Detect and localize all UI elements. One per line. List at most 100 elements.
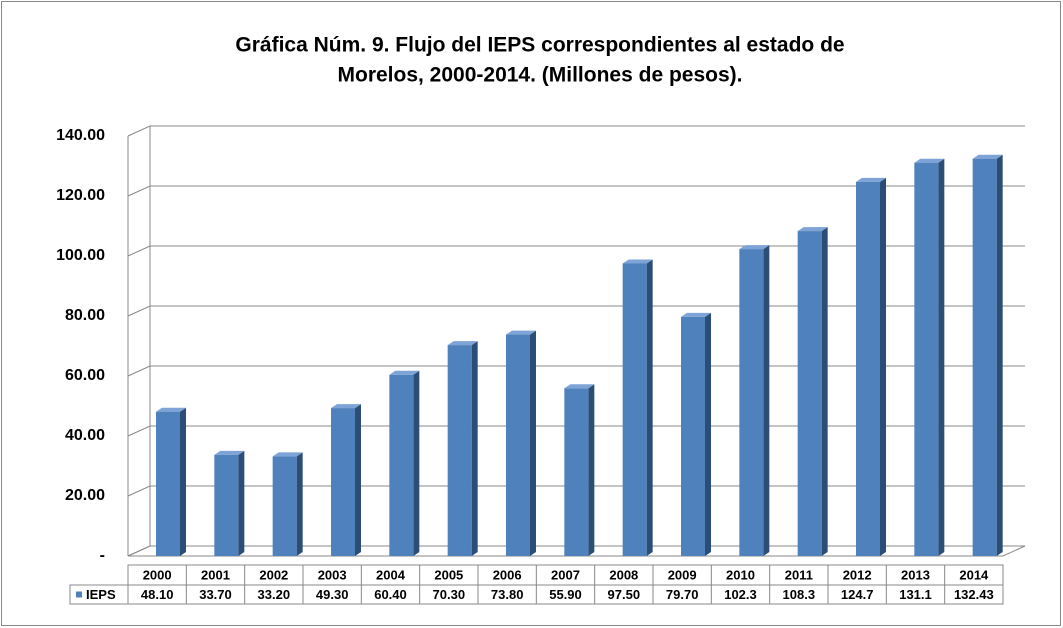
table-value: 131.1 [899,587,932,602]
bar-side [296,452,303,556]
table-value: 70.30 [433,587,466,602]
grid-line [127,185,1025,197]
bar [739,245,770,556]
y-tick-label: 60.00 [65,367,105,384]
bar-side [355,404,361,556]
bar-front [506,334,530,556]
bar-front [622,263,647,556]
y-tick-label: 140.00 [56,127,105,144]
bar [914,158,945,556]
bar [506,330,536,556]
x-tick-label: 2008 [609,567,638,582]
table-value: 102.3 [724,587,757,602]
bar-front [447,345,472,556]
table-value: 124.7 [841,587,874,602]
bar [681,312,711,556]
grid-line [127,365,1025,377]
bar-top [564,384,595,389]
y-tick-label: 40.00 [65,427,105,444]
bar-side [996,154,1003,556]
bar-top [797,227,828,232]
x-tick-label: 2011 [785,567,813,582]
x-tick-label: 2014 [959,567,989,582]
bar-side [880,177,886,556]
bar-front [972,158,997,556]
bar-top [856,177,886,182]
x-tick-label: 2012 [843,567,872,582]
bar-front [389,374,414,556]
x-tick-label: 2006 [493,567,522,582]
bar-front [564,388,589,556]
x-tick-label: 2009 [668,567,697,582]
bar-side [530,330,536,556]
bar-front [681,316,705,556]
y-tick-label: 80.00 [65,307,105,324]
grid-line [127,245,1025,257]
bar-top [214,450,245,455]
grid-line [127,545,1025,557]
bar-side [705,312,711,556]
bar-top [389,370,420,375]
bar [389,370,420,556]
x-tick-label: 2002 [259,567,288,582]
table-value: 73.80 [491,587,524,602]
legend-label: IEPS [86,587,116,602]
bar-side [238,450,245,556]
bar-side [763,245,770,556]
table-value: 49.30 [316,587,349,602]
table-value: 132.43 [954,587,994,602]
bar-side [821,227,828,556]
x-tick-label: 2013 [901,567,930,582]
x-tick-label: 2010 [726,567,755,582]
table-value: 79.70 [666,587,699,602]
bar [622,259,653,556]
bar-top [447,341,478,346]
bar [447,341,478,556]
bar-side [938,158,945,556]
bar-top [739,245,770,250]
bar-side [413,370,420,556]
bar-front [856,181,880,556]
bar [856,177,886,556]
y-tick-label: 120.00 [56,187,105,204]
grid-line [127,485,1025,497]
bar-top [972,154,1003,159]
bar [272,452,303,556]
bar-top [331,404,361,409]
bar-front [331,408,355,556]
bar [156,407,186,556]
table-value: 33.20 [258,587,291,602]
table-border [69,584,129,605]
bar [797,227,828,556]
bar-side [646,259,653,556]
grid-line [127,425,1025,437]
bar-side [471,341,478,556]
x-tick-label: 2000 [143,567,172,582]
bar-front [797,231,822,556]
x-tick-label: 2004 [376,567,406,582]
x-tick-label: 2005 [434,567,463,582]
bar-side [588,384,595,556]
x-tick-label: 2003 [318,567,347,582]
bar [564,384,595,556]
legend-swatch [76,591,82,598]
table-value: 97.50 [608,587,641,602]
bar-front [272,456,297,556]
table-value: 33.70 [199,587,232,602]
grid-line [127,305,1025,317]
bar-top [272,452,303,457]
bar-top [506,330,536,335]
chart-subtitle: Morelos, 2000-2014. (Millones de pesos). [338,64,743,87]
y-tick-label: 20.00 [65,487,105,504]
chart-title: Gráfica Núm. 9. Flujo del IEPS correspon… [235,34,844,57]
bar [331,404,361,556]
grid-line [127,125,1025,137]
x-tick-label: 2001 [201,567,230,582]
bar-front [156,411,180,556]
y-tick-label: 100.00 [56,247,105,264]
table-value: 55.90 [549,587,582,602]
bar-front [914,162,939,556]
bar [214,450,245,556]
bar-top [156,407,186,412]
